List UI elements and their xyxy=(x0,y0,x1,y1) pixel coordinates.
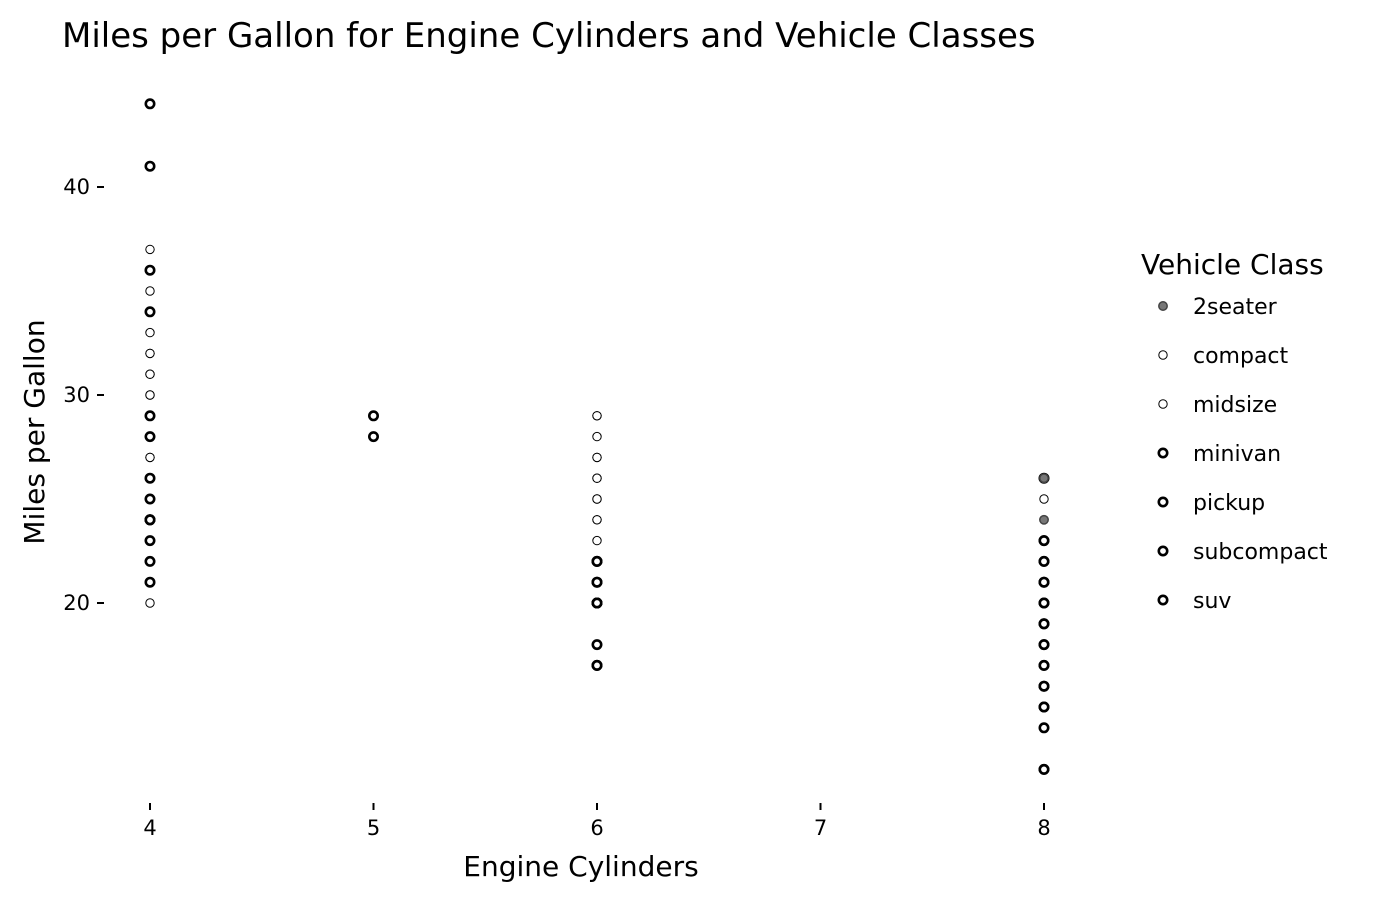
point-2seater xyxy=(1039,514,1049,525)
x-tick-label: 6 xyxy=(590,816,603,840)
plot-area xyxy=(144,98,1050,775)
point-subcompact xyxy=(367,410,379,422)
point-subcompact xyxy=(1038,555,1050,567)
x-axis-label: Engine Cylinders xyxy=(463,850,698,883)
point-subcompact xyxy=(144,431,156,443)
point-midsize xyxy=(145,369,155,379)
point-suv xyxy=(1038,576,1050,588)
point-suv xyxy=(144,514,156,526)
point-midsize xyxy=(592,411,602,421)
legend-title: Vehicle Class xyxy=(1141,248,1324,281)
point-suv xyxy=(591,597,603,609)
point-2seater xyxy=(1039,473,1049,484)
y-tick-label: 30 xyxy=(63,383,90,407)
point-compact xyxy=(145,244,155,255)
point-suv xyxy=(1038,535,1050,547)
point-suv xyxy=(1038,680,1050,692)
x-tick-label: 7 xyxy=(814,816,827,840)
legend-label-suv: suv xyxy=(1193,589,1231,614)
x-tick-label: 8 xyxy=(1037,816,1050,840)
legend-label-compact: compact xyxy=(1193,344,1289,369)
x-tick-label: 4 xyxy=(143,816,156,840)
legend-marker-midsize xyxy=(1158,399,1168,409)
point-midsize xyxy=(592,515,602,525)
point-suv xyxy=(144,555,156,567)
legend-label-2seater: 2seater xyxy=(1193,295,1278,320)
y-axis: 20 30 40 xyxy=(63,175,104,615)
point-compact xyxy=(1039,494,1049,504)
point-compact xyxy=(145,327,155,338)
point-suv xyxy=(1038,639,1050,651)
y-tick-label: 20 xyxy=(63,591,90,615)
point-minivan xyxy=(591,639,603,651)
point-suv xyxy=(1038,618,1050,630)
legend-marker-minivan xyxy=(1157,447,1169,459)
legend-label-subcompact: subcompact xyxy=(1193,540,1328,565)
legend-label-minivan: minivan xyxy=(1193,442,1281,467)
y-tick-label: 40 xyxy=(63,175,90,199)
point-subcompact xyxy=(144,98,156,110)
legend: Vehicle Class 2seater compact midsize miniv… xyxy=(1141,248,1328,614)
point-minivan xyxy=(144,576,156,588)
point-suv xyxy=(144,493,156,505)
point-subcompact xyxy=(144,160,156,172)
legend-marker-subcompact xyxy=(1157,545,1169,557)
point-subcompact xyxy=(144,264,156,276)
point-compact xyxy=(145,286,155,296)
legend-marker-2seater xyxy=(1158,301,1168,311)
legend-marker-pickup xyxy=(1157,496,1169,508)
point-suv xyxy=(591,555,603,567)
point-midsize xyxy=(592,494,602,504)
point-suv xyxy=(591,659,603,671)
point-suv xyxy=(1038,659,1050,671)
x-axis: 4 5 6 7 8 xyxy=(143,803,1051,840)
point-compact xyxy=(592,431,602,442)
point-suv xyxy=(1038,597,1050,609)
point-suv xyxy=(144,535,156,547)
legend-marker-suv xyxy=(1157,594,1169,606)
legend-label-midsize: midsize xyxy=(1193,393,1277,418)
point-compact xyxy=(145,598,155,608)
point-suv xyxy=(1038,701,1050,713)
point-midsize xyxy=(592,535,602,546)
point-midsize xyxy=(592,473,602,483)
point-suv xyxy=(1038,763,1050,775)
point-midsize xyxy=(145,452,155,463)
point-subcompact xyxy=(144,306,156,318)
point-subcompact xyxy=(144,410,156,422)
y-axis-label: Miles per Gallon xyxy=(18,319,51,544)
point-subcompact xyxy=(367,431,379,443)
point-midsize xyxy=(145,390,155,400)
point-pickup xyxy=(1038,722,1050,734)
legend-marker-compact xyxy=(1158,350,1168,360)
x-tick-label: 5 xyxy=(367,816,380,840)
point-midsize xyxy=(592,452,602,463)
point-midsize xyxy=(145,348,155,359)
point-subcompact xyxy=(144,472,156,484)
chart-title: Miles per Gallon for Engine Cylinders an… xyxy=(62,16,1036,56)
point-suv xyxy=(591,576,603,588)
legend-label-pickup: pickup xyxy=(1193,491,1265,516)
